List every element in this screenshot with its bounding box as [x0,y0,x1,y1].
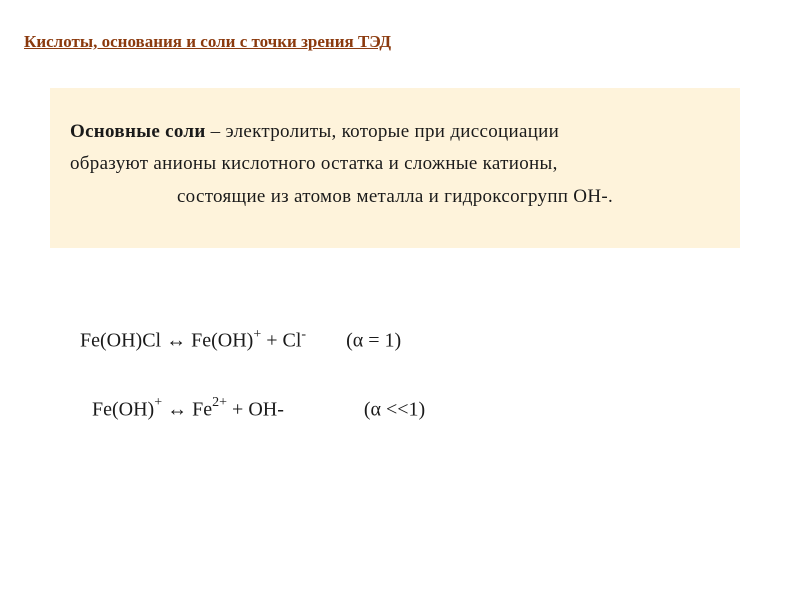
eq2-reactant-charge: + [154,395,162,410]
definition-line-2: образуют анионы кислотного остатка и сло… [70,148,720,180]
eq2-reactant: Fe(OH) [92,398,154,420]
definition-line-1: Основные соли – электролиты, которые при… [70,116,720,148]
eq2-spacing [289,398,359,420]
eq1-product2-charge: - [301,327,306,342]
definition-line-3: состоящие из атомов металла и гидроксогр… [70,181,720,213]
eq1-reactant: Fe(OH)Cl [80,330,161,352]
definition-bold-term: Основные соли [70,121,206,142]
equation-1: Fe(OH)Cl ↔ Fe(OH)+ + Cl- (α = 1) [80,326,425,355]
eq2-arrow-symbol: ↔ [167,398,187,420]
eq1-arrow-symbol: ↔ [166,330,186,352]
eq1-product2: Cl [283,330,302,352]
eq1-plus: + [261,330,282,352]
eq1-spacing [311,330,341,352]
eq2-product1: Fe [192,398,212,420]
eq2-plus: + [227,398,248,420]
eq2-product1-charge: 2+ [212,395,227,410]
equation-2: Fe(OH)+ ↔ Fe2+ + OH- (α <<1) [92,395,425,424]
equations-area: Fe(OH)Cl ↔ Fe(OH)+ + Cl- (α = 1) Fe(OH)+… [80,326,425,423]
eq1-product1-charge: + [253,327,261,342]
eq1-alpha: (α = 1) [346,330,401,352]
definition-box: Основные соли – электролиты, которые при… [50,88,740,248]
slide-title: Кислоты, основания и соли с точки зрения… [24,32,391,52]
eq1-product1: Fe(OH) [191,330,253,352]
eq2-product2: OH- [248,398,284,420]
eq2-alpha: (α <<1) [364,398,425,420]
definition-line1-rest: – электролиты, которые при диссоциации [206,121,560,142]
